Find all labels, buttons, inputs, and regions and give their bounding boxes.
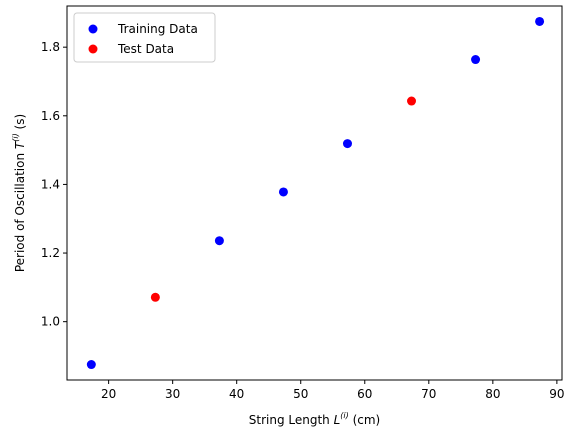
x-axis-label: String Length L(i) (cm) xyxy=(249,411,380,427)
x-axis-label-var: L xyxy=(334,413,341,427)
x-tick-label: 20 xyxy=(101,387,116,401)
y-tick-label: 1.4 xyxy=(41,177,60,191)
ticks-layer: 20 30 40 50 60 70 80 90 1.0 1.2 1.4 1.6 1.8 xyxy=(41,40,565,401)
training-data-point xyxy=(278,187,288,197)
x-axis-label-main: String Length xyxy=(249,413,334,427)
y-axis-label-main: Period of Oscillation xyxy=(13,149,27,272)
training-data-point xyxy=(342,139,352,149)
y-tick-label: 1.6 xyxy=(41,109,60,123)
y-tick-label: 1.8 xyxy=(41,40,60,54)
y-tick-label: 1.2 xyxy=(41,246,60,260)
x-tick-label: 80 xyxy=(485,387,500,401)
legend-label-training: Training Data xyxy=(117,22,198,36)
training-data-point xyxy=(471,55,481,65)
training-data-point xyxy=(535,16,545,26)
training-data-point xyxy=(86,360,96,370)
legend: Training Data Test Data xyxy=(73,12,216,63)
y-axis-label-sup: (i) xyxy=(11,133,20,141)
y-axis-label-var: T xyxy=(13,140,27,149)
y-axis-label: Period of Oscillation T(i) (s) xyxy=(11,114,27,272)
legend-marker-training xyxy=(88,24,98,34)
legend-label-test: Test Data xyxy=(117,42,174,56)
x-tick-label: 50 xyxy=(293,387,308,401)
x-tick-label: 30 xyxy=(165,387,180,401)
test-data-point xyxy=(150,292,160,302)
points-layer xyxy=(86,16,545,370)
x-tick-label: 60 xyxy=(357,387,372,401)
test-data-point xyxy=(407,96,417,106)
training-data-point xyxy=(214,236,224,246)
legend-marker-test xyxy=(88,44,98,54)
axes-frame xyxy=(66,5,563,381)
x-tick-label: 70 xyxy=(421,387,436,401)
y-axis-label-unit: (s) xyxy=(13,114,27,133)
x-tick-label: 40 xyxy=(229,387,244,401)
x-axis-label-unit: (cm) xyxy=(349,413,380,427)
x-axis-label-sup: (i) xyxy=(340,411,348,420)
legend-box xyxy=(73,12,216,63)
y-tick-label: 1.0 xyxy=(41,315,60,329)
x-tick-label: 90 xyxy=(549,387,564,401)
